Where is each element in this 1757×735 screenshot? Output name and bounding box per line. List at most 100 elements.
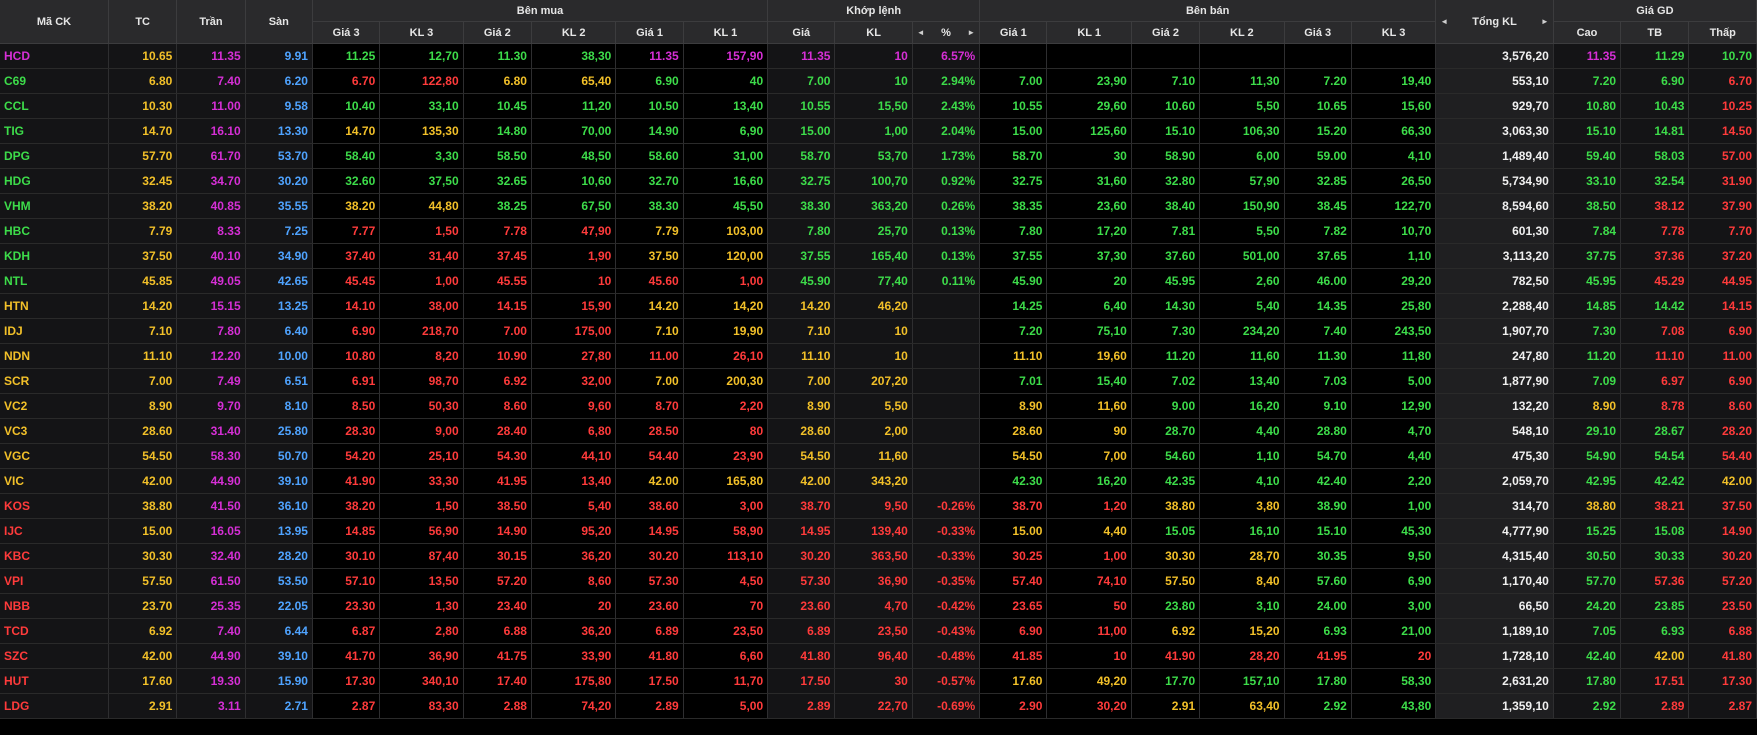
table-row[interactable]: SZC 42.00 44.90 39.10 41.70 36,90 41.75 33,90 41…: [0, 643, 1757, 669]
col-sell-vol-2[interactable]: KL 2: [1199, 21, 1285, 44]
table-row[interactable]: VGC 54.50 58.30 50.70 54.20 25,10 54.30 44,10 54…: [0, 443, 1757, 469]
symbol-cell[interactable]: CCL: [0, 93, 110, 119]
table-row[interactable]: DPG 57.70 61.70 53.70 58.40 3,30 58.50 48,50 58.…: [0, 143, 1757, 169]
buy-price-3-cell: 30.10: [312, 543, 381, 569]
symbol-cell[interactable]: TIG: [0, 118, 110, 144]
table-row[interactable]: VIC 42.00 44.90 39.10 41.90 33,30 41.95 13,40 42…: [0, 468, 1757, 494]
symbol-cell[interactable]: KDH: [0, 243, 110, 269]
match-pct-cell: -0.69%: [912, 693, 981, 719]
table-row[interactable]: VHM 38.20 40.85 35.55 38.20 44,80 38.25 67,50 38…: [0, 193, 1757, 219]
caret-right-icon[interactable]: ►: [967, 28, 976, 37]
table-row[interactable]: HCD 10.65 11.35 9.91 11.25 12,70 11.30 38,30 11.…: [0, 43, 1757, 69]
symbol-cell[interactable]: VC3: [0, 418, 110, 444]
symbol-cell[interactable]: VC2: [0, 393, 110, 419]
symbol-cell[interactable]: VIC: [0, 468, 110, 494]
buy-price-2-cell: 11.30: [463, 43, 532, 69]
table-row[interactable]: IJC 15.00 16.05 13.95 14.85 56,90 14.90 95,20 14…: [0, 518, 1757, 544]
table-row[interactable]: VC3 28.60 31.40 25.80 28.30 9,00 28.40 6,80 28.5…: [0, 418, 1757, 444]
symbol-cell[interactable]: DPG: [0, 143, 110, 169]
symbol-cell[interactable]: HDG: [0, 168, 110, 194]
buy-price-2-cell: 41.75: [463, 643, 532, 669]
high-price-cell: 14.85: [1553, 293, 1622, 319]
col-floor[interactable]: Sàn: [245, 0, 313, 44]
col-match-vol[interactable]: KL: [834, 21, 913, 44]
symbol-cell[interactable]: TCD: [0, 618, 110, 644]
table-row[interactable]: HDG 32.45 34.70 30.20 32.60 37,50 32.65 10,60 32…: [0, 168, 1757, 194]
table-row[interactable]: KBC 30.30 32.40 28.20 30.10 87,40 30.15 36,20 30…: [0, 543, 1757, 569]
symbol-cell[interactable]: KOS: [0, 493, 110, 519]
col-ceiling[interactable]: Trần: [176, 0, 246, 44]
buy-vol-3-cell: 1,50: [379, 218, 464, 244]
col-avg[interactable]: TB: [1620, 21, 1690, 44]
col-sell-vol-3[interactable]: KL 3: [1351, 21, 1437, 44]
floor-price-cell: 6.20: [245, 68, 313, 94]
table-row[interactable]: TIG 14.70 16.10 13.30 14.70 135,30 14.80 70,00 1…: [0, 118, 1757, 144]
buy-price-3-cell: 41.70: [312, 643, 381, 669]
col-sell-price-2[interactable]: Giá 2: [1131, 21, 1201, 44]
symbol-cell[interactable]: VHM: [0, 193, 110, 219]
sell-vol-2-cell: 1,10: [1199, 443, 1285, 469]
caret-right-icon[interactable]: ►: [1540, 17, 1549, 26]
symbol-cell[interactable]: VGC: [0, 443, 110, 469]
ref-price-cell: 14.20: [108, 293, 178, 319]
table-row[interactable]: HTN 14.20 15.15 13.25 14.10 38,00 14.15 15,90 14…: [0, 293, 1757, 319]
col-match-price[interactable]: Giá: [767, 21, 836, 44]
symbol-cell[interactable]: IDJ: [0, 318, 110, 344]
col-sell-vol-1[interactable]: KL 1: [1046, 21, 1132, 44]
table-row[interactable]: LDG 2.91 3.11 2.71 2.87 83,30 2.88 74,20 2.89 5,0…: [0, 693, 1757, 719]
table-row[interactable]: VPI 57.50 61.50 53.50 57.10 13,50 57.20 8,60 57.…: [0, 568, 1757, 594]
table-row[interactable]: NBB 23.70 25.35 22.05 23.30 1,30 23.40 20 23.60 7…: [0, 593, 1757, 619]
total-volume-cell: 4,315,40: [1435, 543, 1554, 569]
col-buy-price-2[interactable]: Giá 2: [463, 21, 532, 44]
col-low[interactable]: Thấp: [1688, 21, 1757, 44]
table-row[interactable]: KOS 38.80 41.50 36.10 38.20 1,50 38.50 5,40 38.6…: [0, 493, 1757, 519]
col-total-volume[interactable]: ◄ Tổng KL ►: [1435, 0, 1554, 44]
sell-vol-2-cell: 16,10: [1199, 518, 1285, 544]
col-buy-vol-2[interactable]: KL 2: [531, 21, 617, 44]
symbol-cell[interactable]: LDG: [0, 693, 110, 719]
match-pct-cell: 6.57%: [912, 43, 981, 69]
table-row[interactable]: NDN 11.10 12.20 10.00 10.80 8,20 10.90 27,80 11.…: [0, 343, 1757, 369]
sell-price-1-cell: 58.70: [979, 143, 1048, 169]
col-buy-price-1[interactable]: Giá 1: [615, 21, 684, 44]
symbol-cell[interactable]: SZC: [0, 643, 110, 669]
table-row[interactable]: SCR 7.00 7.49 6.51 6.91 98,70 6.92 32,00 7.00 200…: [0, 368, 1757, 394]
symbol-cell[interactable]: KBC: [0, 543, 110, 569]
symbol-cell[interactable]: HCD: [0, 43, 110, 69]
table-row[interactable]: C69 6.80 7.40 6.20 6.70 122,80 6.80 65,40 6.90 40…: [0, 68, 1757, 94]
col-sell-price-1[interactable]: Giá 1: [979, 21, 1048, 44]
col-buy-vol-1[interactable]: KL 1: [683, 21, 769, 44]
table-row[interactable]: HUT 17.60 19.30 15.90 17.30 340,10 17.40 175,80…: [0, 668, 1757, 694]
table-row[interactable]: VC2 8.90 9.70 8.10 8.50 50,30 8.60 9,60 8.70 2,20…: [0, 393, 1757, 419]
caret-left-icon[interactable]: ◄: [916, 28, 925, 37]
symbol-cell[interactable]: NBB: [0, 593, 110, 619]
col-ref[interactable]: TC: [108, 0, 178, 44]
table-row[interactable]: IDJ 7.10 7.80 6.40 6.90 218,70 7.00 175,00 7.10 1…: [0, 318, 1757, 344]
ref-price-cell: 11.10: [108, 343, 178, 369]
col-buy-price-3[interactable]: Giá 3: [312, 21, 381, 44]
symbol-cell[interactable]: NDN: [0, 343, 110, 369]
ceiling-price-cell: 7.49: [176, 368, 246, 394]
symbol-cell[interactable]: NTL: [0, 268, 110, 294]
symbol-cell[interactable]: HUT: [0, 668, 110, 694]
symbol-cell[interactable]: IJC: [0, 518, 110, 544]
symbol-cell[interactable]: C69: [0, 68, 110, 94]
table-row[interactable]: HBC 7.79 8.33 7.25 7.77 1,50 7.78 47,90 7.79 103,…: [0, 218, 1757, 244]
table-row[interactable]: CCL 10.30 11.00 9.58 10.40 33,10 10.45 11,20 10.…: [0, 93, 1757, 119]
symbol-cell[interactable]: HTN: [0, 293, 110, 319]
symbol-cell[interactable]: HBC: [0, 218, 110, 244]
symbol-cell[interactable]: SCR: [0, 368, 110, 394]
caret-left-icon[interactable]: ◄: [1440, 17, 1449, 26]
ceiling-price-cell: 9.70: [176, 393, 246, 419]
table-row[interactable]: TCD 6.92 7.40 6.44 6.87 2,80 6.88 36,20 6.89 23,5…: [0, 618, 1757, 644]
col-high[interactable]: Cao: [1553, 21, 1622, 44]
symbol-cell[interactable]: VPI: [0, 568, 110, 594]
avg-price-cell: 11.10: [1620, 343, 1690, 369]
table-row[interactable]: NTL 45.85 49.05 42.65 45.45 1,00 45.55 10 45.60 1…: [0, 268, 1757, 294]
buy-price-2-cell: 10.90: [463, 343, 532, 369]
col-sell-price-3[interactable]: Giá 3: [1284, 21, 1352, 44]
col-buy-vol-3[interactable]: KL 3: [379, 21, 464, 44]
col-symbol[interactable]: Mã CK: [0, 0, 110, 44]
table-row[interactable]: KDH 37.50 40.10 34.90 37.40 31,40 37.45 1,90 37.…: [0, 243, 1757, 269]
col-match-pct[interactable]: ◄ % ►: [912, 21, 981, 44]
